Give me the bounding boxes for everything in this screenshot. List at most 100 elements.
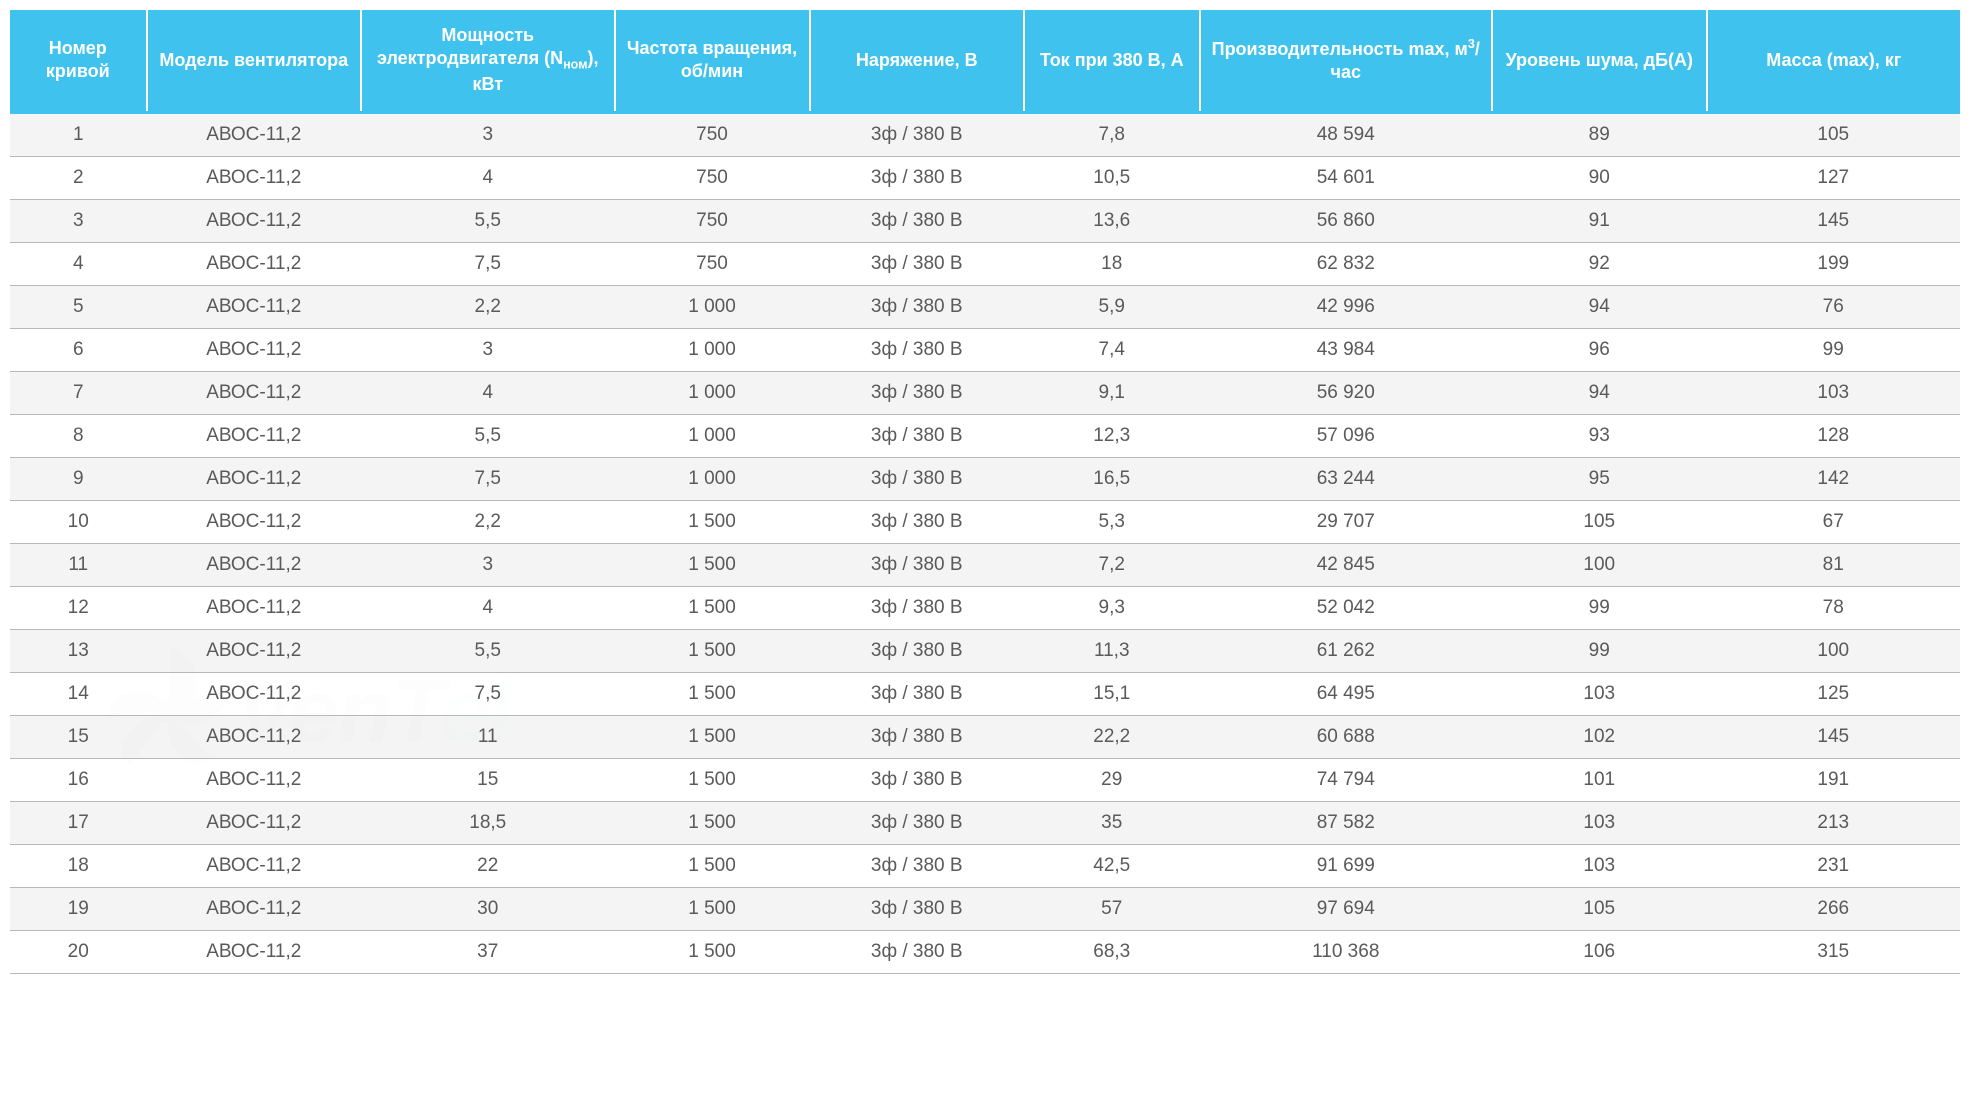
cell-current: 11,3 <box>1024 629 1200 672</box>
table-row: 16АВОС-11,2151 5003ф / 380 В2974 7941011… <box>10 758 1960 801</box>
cell-perf: 29 707 <box>1200 500 1493 543</box>
cell-current: 9,3 <box>1024 586 1200 629</box>
cell-power: 7,5 <box>361 457 615 500</box>
cell-perf: 42 845 <box>1200 543 1493 586</box>
cell-current: 13,6 <box>1024 199 1200 242</box>
table-row: 15АВОС-11,2111 5003ф / 380 В22,260 68810… <box>10 715 1960 758</box>
cell-voltage: 3ф / 380 В <box>810 586 1025 629</box>
cell-perf: 60 688 <box>1200 715 1493 758</box>
col-header-perf: Производительность max, м3/час <box>1200 10 1493 112</box>
cell-noise: 101 <box>1492 758 1707 801</box>
cell-num: 2 <box>10 156 147 199</box>
cell-num: 11 <box>10 543 147 586</box>
cell-freq: 1 000 <box>615 285 810 328</box>
col-header-noise: Уровень шума, дБ(А) <box>1492 10 1707 112</box>
cell-perf: 56 920 <box>1200 371 1493 414</box>
cell-noise: 105 <box>1492 500 1707 543</box>
table-row: 17АВОС-11,218,51 5003ф / 380 В3587 58210… <box>10 801 1960 844</box>
cell-voltage: 3ф / 380 В <box>810 887 1025 930</box>
cell-model: АВОС-11,2 <box>147 930 362 973</box>
cell-power: 7,5 <box>361 672 615 715</box>
cell-noise: 90 <box>1492 156 1707 199</box>
cell-power: 4 <box>361 156 615 199</box>
cell-noise: 91 <box>1492 199 1707 242</box>
cell-noise: 96 <box>1492 328 1707 371</box>
cell-model: АВОС-11,2 <box>147 586 362 629</box>
cell-freq: 1 500 <box>615 758 810 801</box>
cell-noise: 103 <box>1492 844 1707 887</box>
cell-model: АВОС-11,2 <box>147 112 362 156</box>
cell-noise: 95 <box>1492 457 1707 500</box>
cell-noise: 99 <box>1492 586 1707 629</box>
table-row: 8АВОС-11,25,51 0003ф / 380 В12,357 09693… <box>10 414 1960 457</box>
cell-model: АВОС-11,2 <box>147 156 362 199</box>
cell-num: 14 <box>10 672 147 715</box>
cell-freq: 1 000 <box>615 414 810 457</box>
cell-model: АВОС-11,2 <box>147 801 362 844</box>
col-header-power: Мощность электродвигателя (Nном), кВт <box>361 10 615 112</box>
cell-freq: 750 <box>615 156 810 199</box>
fan-spec-table: Номер кривойМодель вентилятораМощность э… <box>10 10 1960 974</box>
cell-model: АВОС-11,2 <box>147 414 362 457</box>
cell-power: 2,2 <box>361 500 615 543</box>
cell-current: 5,9 <box>1024 285 1200 328</box>
table-row: 20АВОС-11,2371 5003ф / 380 В68,3110 3681… <box>10 930 1960 973</box>
cell-num: 5 <box>10 285 147 328</box>
table-row: 7АВОС-11,241 0003ф / 380 В9,156 92094103 <box>10 371 1960 414</box>
table-row: 10АВОС-11,22,21 5003ф / 380 В5,329 70710… <box>10 500 1960 543</box>
cell-voltage: 3ф / 380 В <box>810 758 1025 801</box>
cell-num: 13 <box>10 629 147 672</box>
cell-power: 5,5 <box>361 629 615 672</box>
cell-voltage: 3ф / 380 В <box>810 328 1025 371</box>
cell-num: 1 <box>10 112 147 156</box>
cell-perf: 42 996 <box>1200 285 1493 328</box>
cell-num: 20 <box>10 930 147 973</box>
table-row: 14АВОС-11,27,51 5003ф / 380 В15,164 4951… <box>10 672 1960 715</box>
cell-mass: 100 <box>1707 629 1961 672</box>
cell-perf: 110 368 <box>1200 930 1493 973</box>
cell-current: 12,3 <box>1024 414 1200 457</box>
cell-power: 7,5 <box>361 242 615 285</box>
cell-power: 5,5 <box>361 199 615 242</box>
cell-perf: 57 096 <box>1200 414 1493 457</box>
cell-perf: 52 042 <box>1200 586 1493 629</box>
cell-freq: 1 000 <box>615 371 810 414</box>
cell-model: АВОС-11,2 <box>147 844 362 887</box>
cell-mass: 266 <box>1707 887 1961 930</box>
cell-current: 7,2 <box>1024 543 1200 586</box>
cell-model: АВОС-11,2 <box>147 199 362 242</box>
cell-mass: 145 <box>1707 199 1961 242</box>
table-row: 11АВОС-11,231 5003ф / 380 В7,242 8451008… <box>10 543 1960 586</box>
cell-mass: 81 <box>1707 543 1961 586</box>
cell-current: 15,1 <box>1024 672 1200 715</box>
cell-voltage: 3ф / 380 В <box>810 543 1025 586</box>
table-row: 4АВОС-11,27,57503ф / 380 В1862 83292199 <box>10 242 1960 285</box>
cell-voltage: 3ф / 380 В <box>810 285 1025 328</box>
cell-freq: 1 500 <box>615 586 810 629</box>
cell-freq: 1 500 <box>615 672 810 715</box>
cell-freq: 1 000 <box>615 457 810 500</box>
cell-model: АВОС-11,2 <box>147 457 362 500</box>
cell-mass: 127 <box>1707 156 1961 199</box>
cell-noise: 94 <box>1492 371 1707 414</box>
col-header-num: Номер кривой <box>10 10 147 112</box>
cell-power: 3 <box>361 112 615 156</box>
cell-freq: 1 500 <box>615 715 810 758</box>
cell-mass: 125 <box>1707 672 1961 715</box>
cell-mass: 315 <box>1707 930 1961 973</box>
cell-model: АВОС-11,2 <box>147 285 362 328</box>
cell-voltage: 3ф / 380 В <box>810 371 1025 414</box>
table-row: 6АВОС-11,231 0003ф / 380 В7,443 9849699 <box>10 328 1960 371</box>
cell-voltage: 3ф / 380 В <box>810 156 1025 199</box>
cell-mass: 191 <box>1707 758 1961 801</box>
cell-current: 22,2 <box>1024 715 1200 758</box>
table-row: 18АВОС-11,2221 5003ф / 380 В42,591 69910… <box>10 844 1960 887</box>
cell-num: 16 <box>10 758 147 801</box>
cell-power: 3 <box>361 543 615 586</box>
table-row: 19АВОС-11,2301 5003ф / 380 В5797 6941052… <box>10 887 1960 930</box>
cell-noise: 93 <box>1492 414 1707 457</box>
cell-noise: 103 <box>1492 801 1707 844</box>
cell-power: 18,5 <box>361 801 615 844</box>
cell-voltage: 3ф / 380 В <box>810 112 1025 156</box>
cell-noise: 106 <box>1492 930 1707 973</box>
